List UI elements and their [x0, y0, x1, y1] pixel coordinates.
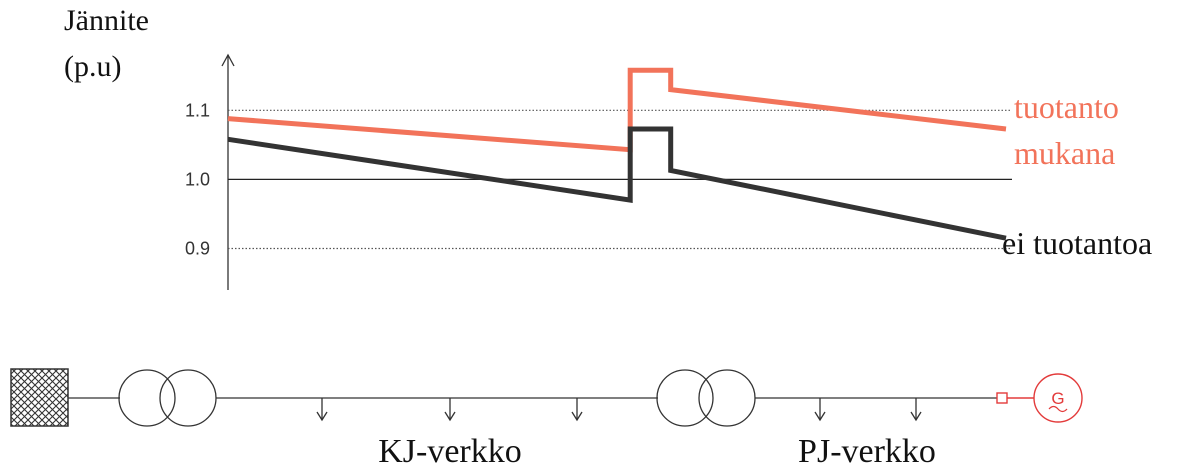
series-label-tuotanto: tuotanto: [1014, 89, 1119, 125]
y-axis-label-line1: Jännite: [64, 4, 149, 37]
load-arrow-icon: [316, 398, 328, 422]
generator-symbol-label: G: [1051, 389, 1064, 408]
transformer-2-icon: [656, 369, 756, 427]
series-line-ei-tuotantoa: [227, 126, 1007, 241]
series-line-tuotanto-mukana: [227, 67, 1007, 153]
load-arrow-icon: [910, 398, 922, 422]
generator-breaker-icon: [996, 392, 1008, 404]
series-label-ei-tuotantoa: ei tuotantoa: [1002, 225, 1152, 261]
pj-network-label: PJ-verkko: [798, 433, 936, 468]
load-arrow-icon: [814, 398, 826, 422]
y-tick-label-1-0: 1.0: [185, 169, 210, 189]
y-tick-label-0-9: 0.9: [185, 239, 210, 259]
y-axis-arrow-icon: [221, 53, 235, 67]
y-axis-label-line2: (p.u): [64, 50, 121, 83]
load-arrow-icon: [444, 398, 456, 422]
y-tick-label-1-1: 1.1: [185, 100, 210, 120]
load-arrow-icon: [571, 398, 583, 422]
series-label-mukana: mukana: [1014, 135, 1115, 171]
external-grid-icon: [10, 368, 69, 427]
generator-icon: G: [1033, 373, 1083, 423]
transformer-1-icon: [118, 369, 217, 427]
kj-network-label: KJ-verkko: [378, 433, 522, 468]
